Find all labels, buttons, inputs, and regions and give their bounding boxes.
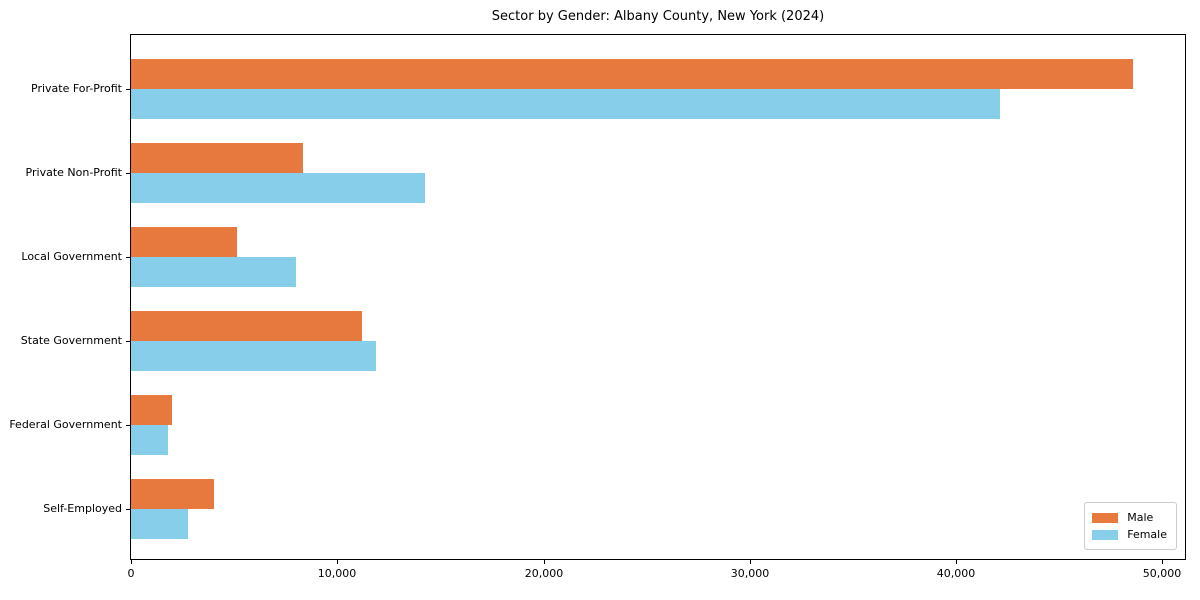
legend-label-male: Male [1127,510,1154,524]
bar-female-private-non-profit [131,173,425,203]
legend: Male Female [1084,502,1177,550]
y-axis-label-self-employed: Self-Employed [43,502,122,515]
y-tick-mark [126,341,130,342]
bars-layer [131,35,1185,559]
bar-male-state-government [131,311,362,341]
y-tick-mark [126,425,130,426]
y-axis-label-private-for-profit: Private For-Profit [31,82,122,95]
bar-female-self-employed [131,509,188,539]
bar-female-federal-government [131,425,168,455]
plot-area: Male Female [130,34,1186,560]
x-tick-label-0: 0 [127,567,135,580]
legend-item-female: Female [1092,527,1167,542]
y-axis-label-private-non-profit: Private Non-Profit [25,166,122,179]
x-tick-label-40000: 40,000 [936,567,976,580]
y-tick-mark [126,89,130,90]
bar-male-federal-government [131,395,172,425]
y-tick-mark [126,173,130,174]
x-tick-mark [750,560,751,564]
y-tick-mark [126,257,130,258]
x-tick-label-30000: 30,000 [730,567,770,580]
x-tick-mark [1162,560,1163,564]
x-tick-mark [544,560,545,564]
bar-male-self-employed [131,479,214,509]
legend-swatch-female [1092,529,1119,540]
legend-swatch-male [1092,512,1119,523]
bar-male-private-for-profit [131,59,1133,89]
x-tick-mark [337,560,338,564]
y-axis-label-state-government: State Government [20,334,122,347]
x-tick-label-10000: 10,000 [317,567,357,580]
x-tick-label-20000: 20,000 [524,567,564,580]
bar-male-local-government [131,227,237,257]
chart-title: Sector by Gender: Albany County, New Yor… [491,9,825,24]
y-tick-mark [126,509,130,510]
legend-label-female: Female [1127,527,1167,541]
x-tick-mark [131,560,132,564]
bar-female-local-government [131,257,296,287]
bar-male-private-non-profit [131,143,303,173]
y-axis-label-local-government: Local Government [21,250,122,263]
bar-female-state-government [131,341,376,371]
legend-item-male: Male [1092,510,1167,525]
y-axis-label-federal-government: Federal Government [9,418,122,431]
x-tick-mark [956,560,957,564]
x-tick-label-50000: 50,000 [1142,567,1182,580]
bar-female-private-for-profit [131,89,1000,119]
